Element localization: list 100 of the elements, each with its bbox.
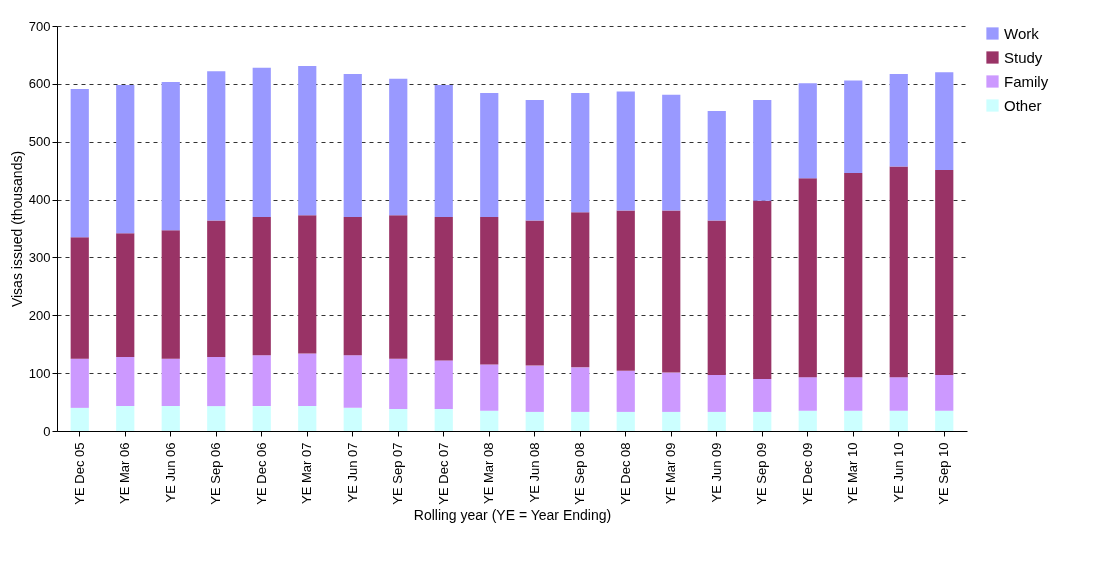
- bar: [798, 178, 817, 378]
- x-tick-label: YE Jun 09: [708, 442, 724, 503]
- bar: [116, 85, 135, 234]
- x-tick-label: YE Jun 06: [162, 442, 178, 503]
- bar: [252, 406, 271, 431]
- bar: [116, 233, 135, 357]
- x-tick-label: YE Sep 06: [208, 442, 224, 505]
- bar: [298, 406, 317, 431]
- bar: [753, 378, 772, 412]
- bar: [161, 82, 180, 231]
- bar: [707, 220, 726, 375]
- bar: [434, 85, 453, 217]
- y-tick-label: 200: [28, 307, 51, 323]
- bar: [844, 377, 863, 411]
- bar: [480, 93, 499, 217]
- bar: [662, 210, 681, 373]
- bar: [935, 374, 954, 411]
- bar: [616, 210, 635, 371]
- bar: [571, 93, 590, 213]
- bar: [389, 358, 408, 410]
- bar: [161, 230, 180, 359]
- x-tick-label: YE Dec 07: [435, 442, 451, 505]
- bar: [525, 220, 544, 366]
- bar: [480, 216, 499, 365]
- bar: [116, 406, 135, 431]
- y-tick-label: 0: [43, 423, 51, 439]
- bar: [389, 78, 408, 216]
- legend-label: Other: [1004, 96, 1042, 114]
- bar: [889, 166, 908, 378]
- bar: [616, 91, 635, 211]
- bar: [798, 83, 817, 179]
- bar: [343, 407, 362, 431]
- y-tick-label: 300: [28, 249, 51, 265]
- bar: [70, 237, 89, 359]
- bar: [935, 72, 954, 171]
- bar: [889, 377, 908, 411]
- bar: [707, 374, 726, 412]
- bar: [525, 365, 544, 412]
- bar: [207, 406, 226, 431]
- bar: [116, 356, 135, 407]
- bar: [753, 100, 772, 201]
- y-tick-label: 400: [28, 192, 51, 208]
- bar: [753, 200, 772, 379]
- bar: [298, 353, 317, 407]
- bar: [389, 409, 408, 431]
- bar: [662, 411, 681, 431]
- bar: [844, 410, 863, 431]
- bar: [343, 74, 362, 217]
- bar: [434, 409, 453, 431]
- bar: [343, 355, 362, 408]
- x-tick-label: YE Sep 08: [572, 442, 588, 505]
- bar: [662, 94, 681, 211]
- bar: [434, 216, 453, 361]
- bar: [161, 358, 180, 407]
- x-tick-label: YE Mar 07: [299, 442, 315, 504]
- bar: [207, 356, 226, 407]
- y-axis-title: Visas issued (thousands): [8, 150, 25, 308]
- bar: [161, 406, 180, 431]
- bar: [70, 407, 89, 431]
- bar: [935, 410, 954, 431]
- bar: [298, 65, 317, 216]
- bar: [252, 216, 271, 356]
- x-tick-label: YE Jun 08: [526, 442, 542, 503]
- x-tick-label: YE Sep 09: [754, 442, 770, 505]
- bar: [298, 215, 317, 354]
- x-tick-label: YE Jun 07: [344, 442, 360, 503]
- bar: [525, 411, 544, 431]
- y-tick-label: 100: [28, 365, 51, 381]
- bar: [70, 89, 89, 238]
- legend-label: Work: [1004, 24, 1040, 42]
- bar: [889, 410, 908, 431]
- bar: [571, 367, 590, 412]
- bar: [525, 100, 544, 221]
- legend-label: Family: [1004, 72, 1049, 90]
- bar: [798, 377, 817, 411]
- x-tick-label: YE Sep 07: [390, 442, 406, 505]
- x-tick-label: YE Dec 08: [617, 442, 633, 505]
- bar: [889, 74, 908, 167]
- x-axis-title: Rolling year (YE = Year Ending): [413, 506, 612, 523]
- y-tick-label: 700: [28, 18, 51, 34]
- bar: [343, 216, 362, 356]
- x-tick-label: YE Jun 10: [890, 442, 906, 503]
- bar: [207, 71, 226, 221]
- bar: [616, 370, 635, 412]
- bar: [571, 411, 590, 431]
- bar: [571, 212, 590, 368]
- bar: [207, 220, 226, 357]
- x-tick-label: YE Dec 05: [71, 442, 87, 505]
- x-tick-label: YE Sep 10: [936, 442, 952, 505]
- bar: [480, 364, 499, 411]
- x-tick-label: YE Mar 06: [117, 442, 133, 504]
- x-tick-label: YE Dec 06: [253, 442, 269, 505]
- bar: [707, 411, 726, 431]
- y-tick-label: 500: [28, 134, 51, 150]
- legend-label: Study: [1004, 48, 1043, 66]
- bar: [252, 67, 271, 217]
- bar: [798, 410, 817, 431]
- bar: [616, 411, 635, 431]
- bar: [389, 215, 408, 359]
- bar: [935, 170, 954, 375]
